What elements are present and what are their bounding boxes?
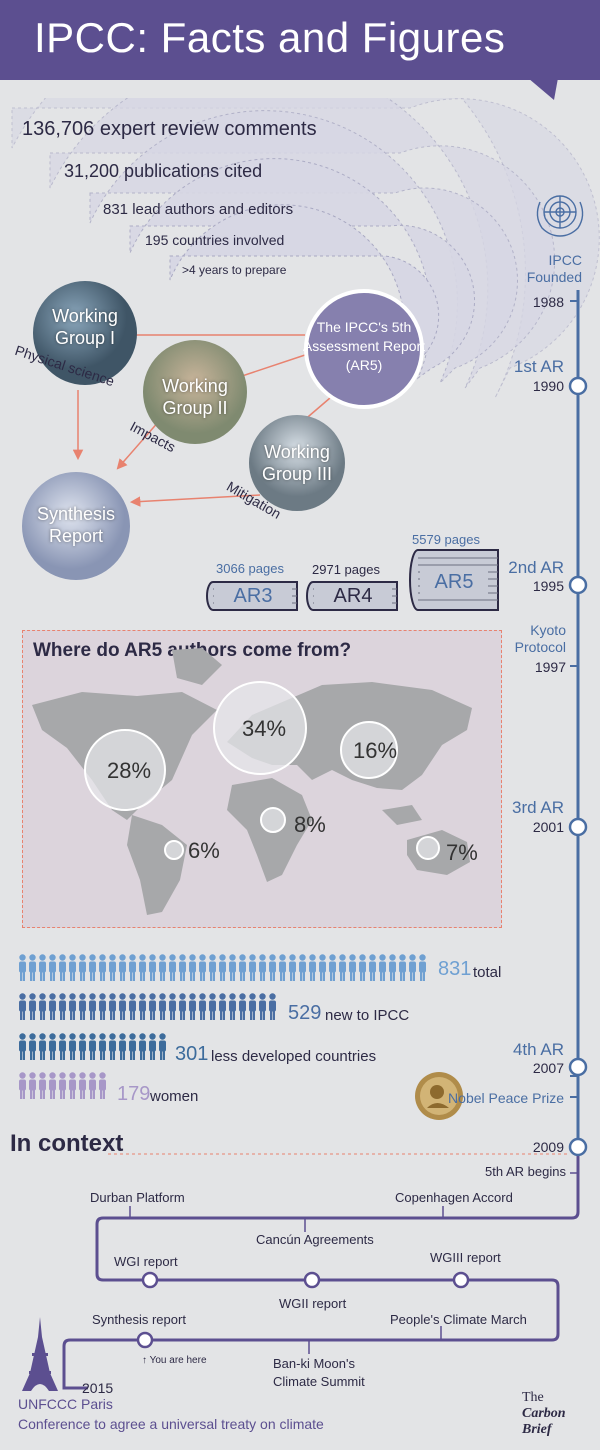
- ar5-label: The IPCC's 5th Assessment Report (AR5): [302, 318, 426, 375]
- ctx-ban-ki-moon: Ban-ki Moon's Climate Summit: [273, 1355, 365, 1391]
- wg2-circle: [143, 340, 247, 444]
- ctx-wgii: WGII report: [279, 1296, 347, 1311]
- brand-line2: Carbon: [522, 1406, 566, 1421]
- tl-ar4: 4th AR: [512, 1040, 564, 1059]
- pct-south-america: 6%: [188, 838, 220, 863]
- carbon-brief-logo: The Carbon Brief: [522, 1390, 566, 1438]
- total-number: 831: [438, 958, 472, 980]
- fact-years: >4 years to prepare: [182, 263, 287, 277]
- wg2-label-line2: Group II: [162, 398, 228, 418]
- ctx-you-are-here: ↑ You are here: [142, 1355, 207, 1366]
- synthesis-circle: [22, 472, 130, 580]
- pct-oceania: 7%: [446, 840, 478, 865]
- timeline-line: [568, 290, 588, 1157]
- brand-line1: The: [522, 1390, 544, 1405]
- tl-ipcc-founded: IPCC Founded: [527, 252, 582, 286]
- tl-1997: 1997: [534, 659, 566, 675]
- page-title: IPCC: Facts and Figures: [34, 14, 506, 61]
- context-path: [62, 1153, 580, 1390]
- facts-arc-graphic: [11, 98, 600, 399]
- tl-ipcc-founded-line1: IPCC: [548, 252, 582, 268]
- women-label: women: [150, 1088, 199, 1105]
- pct-asia: 16%: [353, 738, 398, 763]
- tl-2001: 2001: [532, 819, 564, 835]
- fact-countries: 195 countries involved: [145, 232, 285, 248]
- tl-kyoto: Kyoto Protocol: [515, 622, 566, 656]
- fact-review-comments: 136,706 expert review comments: [22, 118, 317, 140]
- ctx-ar5-begins: 5th AR begins: [485, 1164, 566, 1179]
- tl-kyoto-line2: Protocol: [514, 639, 566, 655]
- synthesis-label-line2: Report: [48, 526, 104, 546]
- ctx-ban-ki-moon-line1: Ban-ki Moon's: [273, 1356, 355, 1371]
- ldc-label: less developed countries: [211, 1048, 377, 1065]
- pct-africa: 8%: [294, 812, 326, 837]
- wg1-circle: [33, 281, 137, 385]
- nobel-medal-icon: [415, 1072, 463, 1120]
- header-tail: [528, 78, 558, 100]
- ctx-synthesis: Synthesis report: [92, 1312, 186, 1327]
- wg3-label-line2: Group III: [261, 464, 333, 484]
- ar5-pages: 5579 pages: [412, 532, 480, 547]
- total-label: total: [473, 964, 502, 981]
- ctx-copenhagen: Copenhagen Accord: [395, 1190, 513, 1205]
- brand-line3: Brief: [522, 1422, 552, 1437]
- ar5-label-line3: (AR5): [345, 357, 383, 373]
- header-bar: IPCC: Facts and Figures: [0, 0, 600, 80]
- map-bubbles: [84, 681, 440, 860]
- new-number: 529: [288, 1002, 322, 1024]
- ar4-pages: 2971 pages: [312, 562, 380, 577]
- tl-kyoto-line1: Kyoto: [530, 622, 566, 638]
- wg3-label: Working Group III: [247, 441, 347, 485]
- wg1-label-line1: Working: [52, 306, 118, 326]
- ctx-unfccc: UNFCCC Paris: [18, 1396, 113, 1412]
- ctx-2015: 2015: [82, 1380, 114, 1396]
- tl-ar1: 1st AR: [513, 357, 564, 376]
- synthesis-label: Synthesis Report: [20, 503, 132, 547]
- wg3-label-line1: Working: [264, 442, 330, 462]
- ctx-ban-ki-moon-line2: Climate Summit: [273, 1374, 365, 1389]
- fact-publications: 31,200 publications cited: [64, 161, 263, 181]
- ar5-label-line2: Assessment Report: [302, 338, 426, 354]
- women-number: 179: [117, 1083, 151, 1105]
- tl-nobel: Nobel Peace Prize: [448, 1090, 564, 1106]
- ctx-conference: Conference to agree a universal treaty o…: [18, 1416, 324, 1432]
- ar3-book-label: AR3: [214, 585, 292, 607]
- ctx-you-are-here-text: You are here: [149, 1355, 207, 1366]
- wg2-label-line1: Working: [162, 376, 228, 396]
- tl-1995: 1995: [532, 578, 564, 594]
- tl-ar3: 3rd AR: [512, 798, 564, 817]
- tl-1990: 1990: [532, 378, 564, 394]
- ctx-wgi: WGI report: [114, 1254, 178, 1269]
- un-emblem-icon: [536, 195, 584, 237]
- synthesis-label-line1: Synthesis: [36, 504, 116, 524]
- ar4-book-label: AR4: [314, 585, 392, 607]
- fact-authors: 831 lead authors and editors: [103, 201, 294, 218]
- wg1-label-line2: Group I: [54, 328, 116, 348]
- ctx-cancun: Cancún Agreements: [256, 1232, 374, 1247]
- ar5-book-label: AR5: [420, 570, 488, 594]
- ctx-wgiii: WGIII report: [430, 1250, 501, 1265]
- context-title: In context: [10, 1130, 124, 1157]
- tl-2009: 2009: [532, 1139, 564, 1155]
- tl-2007: 2007: [532, 1060, 564, 1076]
- wg2-label: Working Group II: [141, 375, 249, 419]
- ar3-pages: 3066 pages: [216, 561, 284, 576]
- ctx-durban: Durban Platform: [90, 1190, 185, 1205]
- ldc-number: 301: [175, 1043, 209, 1065]
- wg3-circle: [249, 415, 345, 511]
- new-label: new to IPCC: [325, 1007, 410, 1024]
- tl-1988: 1988: [532, 294, 564, 310]
- tl-ar2: 2nd AR: [508, 558, 564, 577]
- eiffel-tower-icon: [22, 1317, 58, 1391]
- ctx-peoples-march: People's Climate March: [390, 1312, 527, 1327]
- pct-north-america: 28%: [107, 758, 152, 783]
- tl-ipcc-founded-line2: Founded: [526, 269, 582, 285]
- wg1-label: Working Group I: [30, 305, 140, 349]
- ar5-circle: [304, 289, 424, 409]
- pct-europe: 34%: [242, 716, 287, 741]
- ar5-label-line1: The IPCC's 5th: [316, 319, 412, 335]
